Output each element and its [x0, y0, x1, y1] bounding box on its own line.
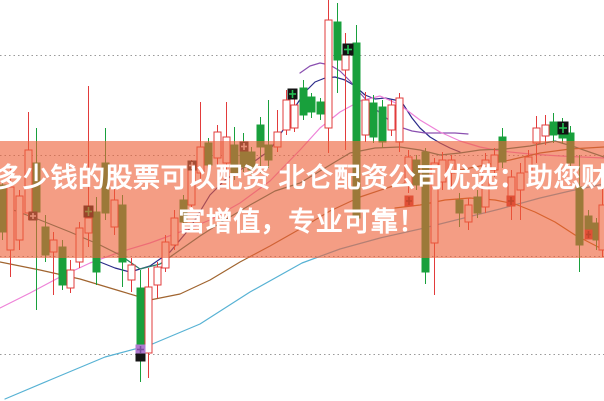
candle — [179, 195, 188, 228]
candle — [256, 117, 265, 173]
candle — [84, 86, 93, 247]
event-marker-purple-icon — [135, 344, 146, 355]
candle — [66, 260, 75, 293]
event-marker-red-icon — [506, 195, 516, 207]
event-marker-black-green-icon — [342, 43, 354, 56]
event-marker-red-icon — [404, 195, 414, 207]
candle — [170, 210, 179, 250]
candle — [239, 133, 248, 172]
candle — [153, 262, 162, 298]
candle — [430, 158, 439, 295]
candle — [161, 235, 170, 272]
candle — [438, 152, 447, 190]
candle — [222, 102, 231, 180]
candle — [213, 125, 222, 165]
candle — [49, 232, 58, 295]
candle — [136, 270, 145, 382]
candle — [516, 163, 525, 220]
candle — [196, 102, 205, 180]
candle — [447, 155, 456, 187]
candle — [0, 180, 7, 240]
candle — [549, 113, 558, 143]
candle — [75, 222, 84, 268]
candle — [316, 98, 325, 120]
event-marker-black-green-icon — [287, 88, 298, 100]
candle — [144, 268, 153, 378]
candle — [412, 155, 421, 190]
event-marker-black-green-icon — [83, 205, 94, 218]
candle — [395, 93, 404, 152]
candle — [15, 190, 24, 250]
event-marker-black-icon — [135, 353, 146, 362]
event-marker-dark-icon — [239, 141, 249, 152]
candle — [490, 148, 499, 177]
event-marker-black-green-icon — [557, 121, 569, 135]
candle — [541, 115, 550, 145]
candle — [230, 127, 239, 180]
candle — [110, 187, 119, 235]
candle — [352, 25, 361, 222]
event-marker-dark-icon — [28, 211, 38, 221]
candle — [264, 100, 273, 168]
candle — [598, 178, 604, 257]
candle — [204, 138, 213, 170]
candle — [307, 93, 316, 118]
candle — [127, 258, 136, 292]
candle — [118, 195, 127, 287]
candle — [361, 92, 370, 142]
candle — [247, 147, 256, 175]
candle — [378, 100, 387, 148]
candle — [92, 197, 101, 285]
candle — [324, 0, 333, 153]
candle — [507, 170, 516, 220]
candle — [299, 80, 308, 120]
candle — [532, 116, 541, 163]
candle — [481, 153, 490, 213]
candle — [464, 198, 473, 230]
candle — [290, 95, 299, 132]
event-marker-red-icon — [584, 229, 593, 240]
event-marker-dark-icon — [187, 160, 197, 171]
candle — [6, 167, 15, 277]
candle — [282, 90, 291, 135]
candle — [58, 240, 67, 290]
candle — [498, 128, 507, 168]
candle — [333, 3, 342, 93]
candle — [387, 100, 396, 136]
candle — [24, 112, 33, 220]
candle — [101, 128, 110, 220]
candle — [421, 148, 430, 284]
candle — [575, 155, 584, 272]
candle — [273, 110, 282, 152]
candle — [41, 215, 50, 262]
candle — [404, 150, 413, 193]
candle — [369, 95, 378, 143]
